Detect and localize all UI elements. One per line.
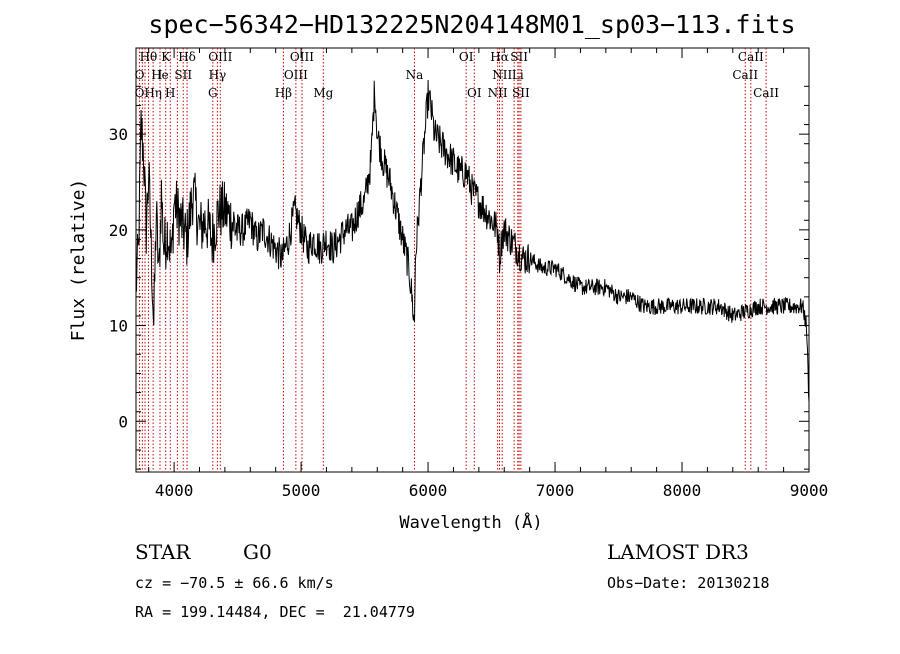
reference-lines [139,48,767,472]
spectrum-series [135,79,810,403]
line-label: O [135,86,145,100]
y-tick-label: 20 [109,221,128,240]
subclass: G0 [243,540,272,564]
y-axis-label: Flux (relative) [68,179,89,342]
line-label: G [208,86,218,100]
line-label: Hβ [275,86,292,100]
line-label: OIII [290,50,314,64]
x-tick-label: 8000 [663,481,702,500]
line-label: Mg [313,86,333,100]
line-label: OI [459,50,474,64]
x-tick-label: 5000 [282,481,321,500]
line-label: OI [467,86,482,100]
line-label: He [151,68,169,82]
object-class: STAR [135,540,191,564]
y-tick-label: 10 [109,317,128,336]
redshift-value: cz = −70.5 ± 66.6 km/s [135,574,334,592]
line-label: OIII [284,68,308,82]
line-label: I [158,68,163,82]
x-tick-label: 6000 [409,481,448,500]
axis-ticks: 4000 5000 6000 7000 8000 9000 0 10 20 30 [109,48,829,500]
observation-date: Obs−Date: 20130218 [607,574,770,592]
line-label: Hα [490,50,509,64]
spectrum-line [135,79,810,403]
x-axis-label: Wavelength (Å) [399,511,542,533]
line-label: SII [510,50,528,64]
line-label: Hθ [140,50,158,64]
line-label: O [135,68,145,82]
line-label: NII [488,86,508,100]
y-tick-label: 30 [109,125,128,144]
y-tick-label: 0 [118,412,128,431]
coordinates: RA = 199.14484, DEC = 21.04779 [135,603,415,621]
x-tick-label: 9000 [790,481,829,500]
line-label: H [165,86,175,100]
survey-name: LAMOST DR3 [607,540,749,564]
line-label: CaII [732,68,758,82]
line-label: NII [492,68,512,82]
line-label: SII [512,86,530,100]
line-label: SII [174,68,192,82]
line-label: CaII [738,50,764,64]
line-label: OIII [208,50,232,64]
line-label: Li [512,68,524,82]
line-label: CaII [753,86,779,100]
chart-title: spec−56342−HD132225N204148M01_sp03−113.f… [148,10,795,39]
line-label: Hγ [209,68,227,82]
line-label: K [161,50,171,64]
plot-frame [135,47,810,473]
x-tick-label: 4000 [155,481,194,500]
x-tick-label: 7000 [536,481,575,500]
line-label: Na [406,68,424,82]
line-label: Hδ [178,50,196,64]
line-label: Hη [144,86,162,100]
